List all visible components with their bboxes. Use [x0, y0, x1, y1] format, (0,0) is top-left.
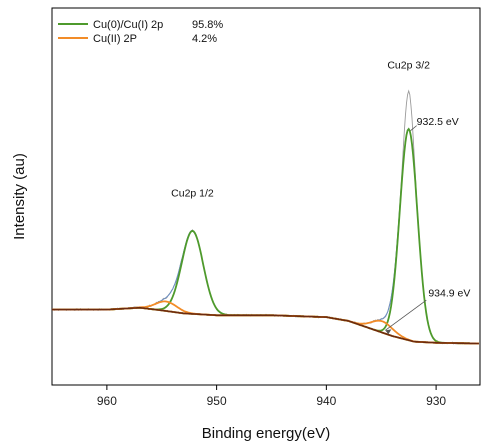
raw-data-line [51, 89, 480, 345]
legend-label: Cu(0)/Cu(I) 2p [93, 19, 163, 31]
annotation-label: Cu2p 1/2 [171, 188, 214, 200]
annotation-arrow [385, 299, 427, 331]
cu0-peak-line [52, 229, 479, 345]
plot-frame [51, 7, 481, 386]
x-tick-label: 950 [207, 394, 227, 408]
annotation-arrowhead [385, 329, 392, 335]
x-ticks: 960 950 940 930 [97, 385, 446, 408]
annotation-label: Cu2p 3/2 [387, 59, 430, 71]
x-tick-label: 960 [97, 394, 117, 408]
legend-value: 4.2% [192, 33, 217, 45]
annotation-arrow [410, 125, 417, 131]
x-tick-label: 940 [316, 394, 336, 408]
x-tick-label: 930 [426, 394, 446, 408]
series-group [51, 89, 480, 345]
legend: Cu(0)/Cu(I) 2p 95.8% Cu(II) 2P 4.2% [58, 19, 223, 45]
background-line [52, 306, 479, 345]
cu2-peak-line [52, 300, 479, 345]
annotation-label: 932.5 eV [417, 116, 459, 128]
y-axis-label: Intensity (au) [11, 153, 28, 240]
annotations: Cu2p 3/2 932.5 eV Cu2p 1/2 934.9 eV [171, 59, 470, 335]
legend-label: Cu(II) 2P [93, 33, 137, 45]
cu2-peak-line [52, 306, 479, 345]
legend-value: 95.8% [192, 19, 223, 31]
annotation-label: 934.9 eV [428, 287, 470, 299]
x-axis-label: Binding energy(eV) [202, 425, 330, 442]
